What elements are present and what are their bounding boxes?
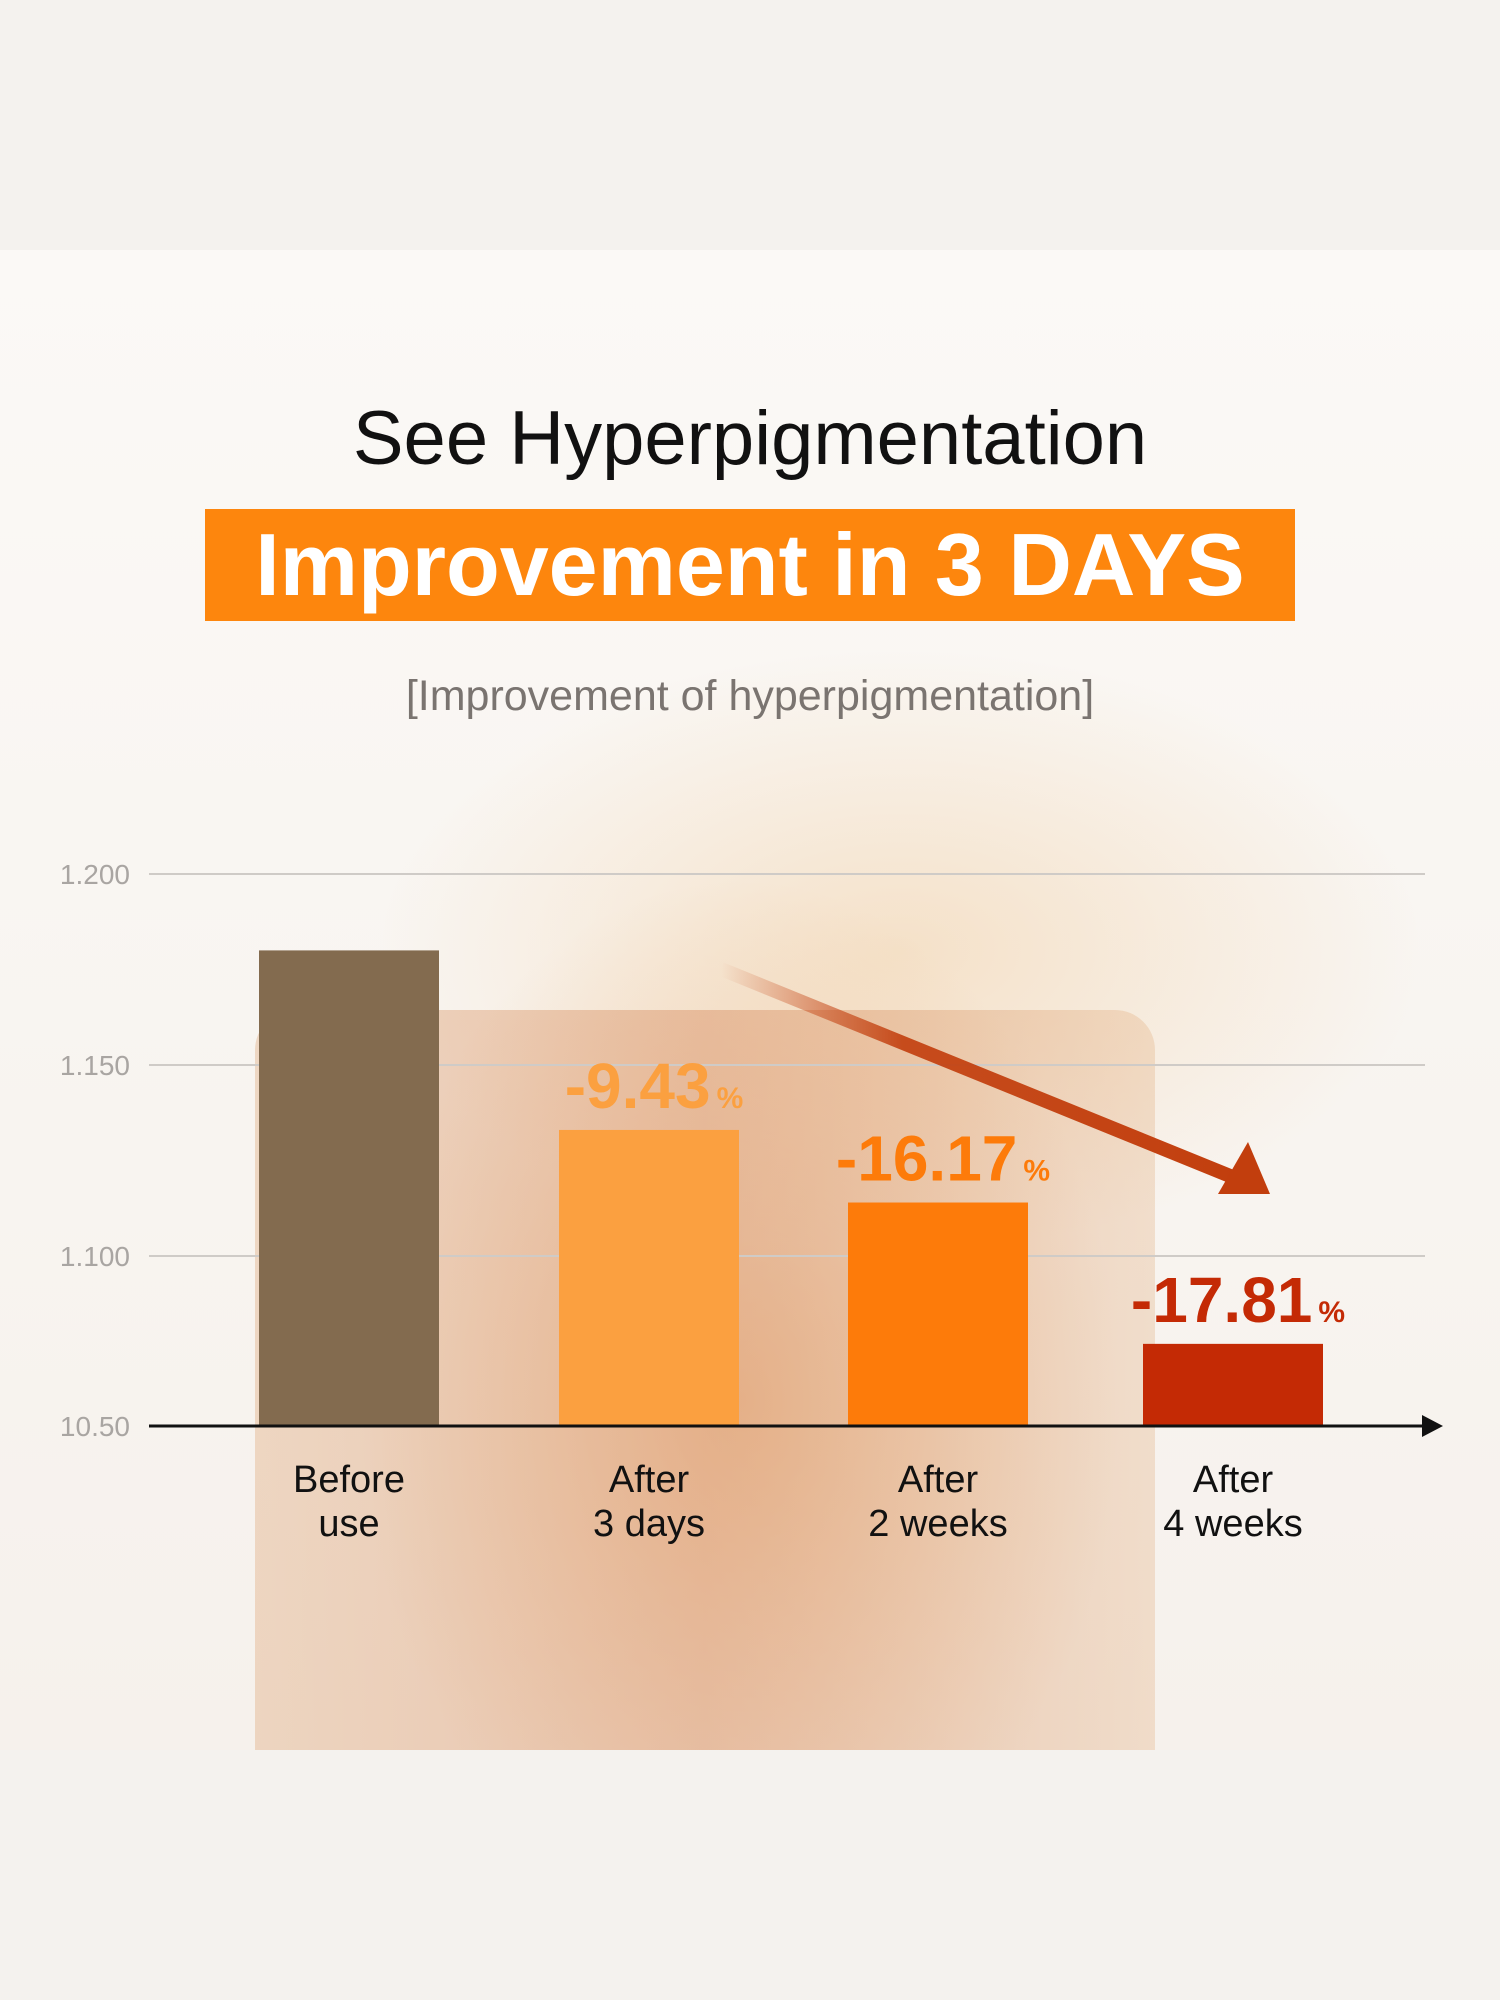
bottom-band <box>0 1750 1500 2000</box>
highlight-banner: Improvement in 3 DAYS <box>205 509 1295 621</box>
y-tick-label: 1.150 <box>60 1050 130 1081</box>
data-label: -9.43% <box>565 1050 744 1122</box>
bar <box>1143 1343 1323 1426</box>
x-axis-arrowhead <box>1422 1414 1443 1437</box>
trend-arrowhead <box>1218 1142 1270 1194</box>
top-band <box>0 0 1500 250</box>
x-tick-label: After <box>898 1459 979 1501</box>
y-tick-label: 1.200 <box>60 859 130 890</box>
x-tick-label: use <box>318 1503 379 1545</box>
x-tick-label: 2 weeks <box>868 1503 1007 1545</box>
bar <box>259 950 439 1426</box>
data-label: -17.81% <box>1131 1264 1345 1336</box>
x-tick-label: 3 days <box>593 1503 705 1545</box>
x-tick-label: After <box>1193 1459 1274 1501</box>
y-tick-label: 1.100 <box>60 1241 130 1272</box>
x-tick-label: Before <box>293 1459 405 1501</box>
y-tick-label: 10.50 <box>60 1411 130 1442</box>
bar <box>848 1202 1028 1426</box>
data-label: -16.17% <box>836 1123 1050 1195</box>
x-tick-label: 4 weeks <box>1163 1503 1302 1545</box>
x-tick-label: After <box>609 1459 690 1501</box>
chart-subtitle: [Improvement of hyperpigmentation] <box>405 672 1095 720</box>
headline: See Hyperpigmentation <box>352 396 1148 481</box>
trend-arrow <box>718 962 1243 1187</box>
bar <box>559 1129 739 1426</box>
